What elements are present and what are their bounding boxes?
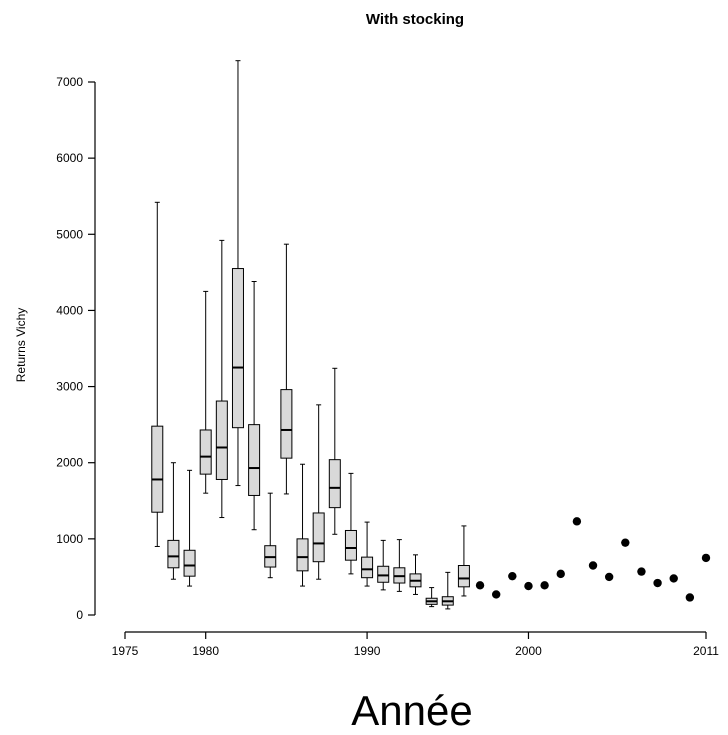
y-axis: 0 1000 2000 3000 4000 5000 6000 7000 (56, 75, 96, 622)
point-2004 (588, 561, 598, 570)
box-iqr (167, 539, 180, 569)
point-1998 (491, 590, 501, 599)
point-2002 (556, 569, 565, 579)
point-2000 (524, 581, 533, 591)
box-iqr (361, 556, 374, 579)
box-1992 (393, 539, 406, 592)
box-iqr (183, 549, 196, 577)
box-iqr (199, 429, 212, 475)
box-1984 (264, 492, 277, 579)
point-2001 (540, 581, 549, 590)
box-1982 (231, 60, 244, 487)
box-1994 (425, 587, 438, 608)
box-1989 (344, 472, 357, 575)
x-tick-label: 2000 (515, 644, 542, 658)
point-2011 (701, 553, 711, 563)
point-2005 (604, 572, 614, 582)
y-tick-label: 3000 (56, 380, 83, 394)
x-tick-label: 1990 (354, 644, 381, 658)
chart-title: With stocking (366, 11, 464, 28)
y-tick-label: 5000 (56, 227, 83, 241)
box-1985 (280, 243, 293, 495)
box-1988 (328, 367, 341, 535)
y-tick-label: 4000 (56, 303, 83, 317)
x-tick-label: 1975 (112, 644, 139, 658)
box-1990 (361, 521, 374, 587)
box-iqr (231, 268, 244, 429)
box-iqr (328, 459, 341, 509)
point-2007 (637, 567, 646, 576)
point-2008 (653, 578, 662, 588)
box-1981 (215, 239, 228, 519)
y-tick-label: 2000 (56, 456, 83, 470)
box-1986 (296, 463, 309, 587)
box-iqr (296, 538, 309, 572)
y-tick-label: 0 (76, 608, 83, 622)
x-tick-label: 2011 (693, 644, 719, 658)
box-iqr (344, 529, 357, 561)
box-1979 (183, 469, 196, 587)
point-1999 (508, 571, 517, 581)
x-axis-label: Année (351, 687, 472, 734)
point-1997 (475, 581, 485, 590)
box-1987 (312, 404, 325, 580)
y-tick-label: 7000 (56, 75, 83, 89)
box-iqr (457, 565, 470, 588)
y-axis-label: Returns Vichy (14, 308, 28, 382)
point-2009 (669, 574, 678, 583)
point-2006 (621, 538, 630, 547)
box-iqr (151, 425, 164, 513)
box-1980 (199, 290, 212, 494)
box-1977 (151, 201, 164, 547)
point-series (475, 517, 711, 602)
box-iqr (377, 565, 390, 583)
box-1983 (248, 280, 261, 531)
box-iqr (215, 400, 228, 480)
box-1978 (167, 462, 180, 580)
box-iqr (248, 424, 261, 496)
box-1995 (441, 571, 454, 610)
box-1996 (457, 525, 470, 597)
box-iqr (280, 389, 293, 459)
box-1991 (377, 539, 390, 591)
box-iqr (312, 512, 325, 563)
box-1993 (409, 554, 422, 595)
point-2003 (572, 517, 582, 526)
y-tick-label: 6000 (56, 151, 83, 165)
y-tick-label: 1000 (56, 532, 83, 546)
box-series (151, 60, 470, 610)
x-tick-label: 1980 (192, 644, 219, 658)
x-axis: 1975 1980 1990 2000 2011 (112, 631, 719, 658)
point-2010 (685, 593, 695, 602)
